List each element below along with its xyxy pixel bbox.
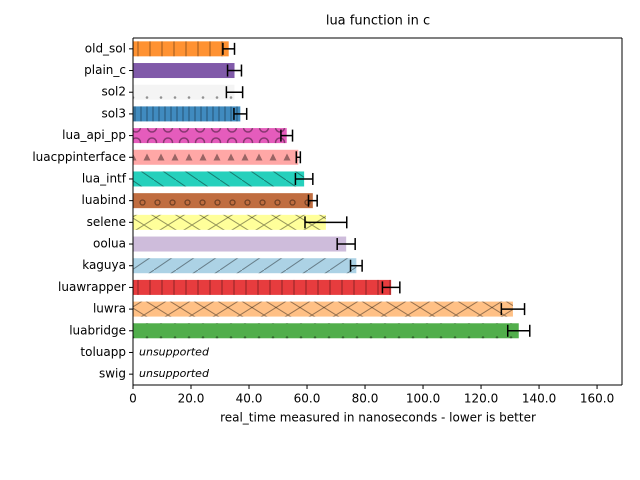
y-tick-label: selene bbox=[87, 215, 126, 229]
bar-hatch bbox=[133, 279, 392, 295]
y-tick-label: plain_c bbox=[84, 63, 126, 77]
y-tick-label: lua_intf bbox=[82, 171, 127, 185]
y-tick-label: luwra bbox=[93, 302, 126, 316]
annotation: unsupported bbox=[139, 367, 210, 380]
x-tick-label: 160.0 bbox=[580, 392, 614, 406]
y-tick-label: oolua bbox=[93, 237, 126, 251]
bar-hatch bbox=[133, 193, 313, 209]
x-tick-label: 80.0 bbox=[352, 392, 379, 406]
y-tick-label: old_sol bbox=[85, 41, 126, 55]
x-axis-label: real_time measured in nanoseconds - lowe… bbox=[220, 411, 536, 425]
chart-title: lua function in c bbox=[326, 14, 430, 29]
x-tick-label: 0 bbox=[129, 392, 137, 406]
x-tick-label: 60.0 bbox=[294, 392, 321, 406]
bar-hatch bbox=[133, 128, 287, 144]
x-tick-label: 120.0 bbox=[464, 392, 498, 406]
bar-hatch bbox=[133, 171, 305, 187]
x-tick-label: 140.0 bbox=[522, 392, 556, 406]
bar-hatch bbox=[133, 149, 299, 165]
x-tick-label: 100.0 bbox=[406, 392, 440, 406]
bar bbox=[133, 63, 235, 79]
y-tick-label: sol3 bbox=[101, 106, 126, 120]
y-tick-label: luabridge bbox=[69, 323, 126, 337]
x-tick-label: 20.0 bbox=[178, 392, 205, 406]
bar-hatch bbox=[133, 258, 357, 274]
annotation: unsupported bbox=[139, 345, 210, 358]
bar-hatch bbox=[133, 323, 519, 339]
bar bbox=[133, 236, 347, 252]
y-tick-label: kaguya bbox=[82, 258, 126, 272]
x-tick-label: 40.0 bbox=[236, 392, 263, 406]
bar-hatch bbox=[133, 84, 235, 100]
y-tick-label: swig bbox=[99, 367, 126, 381]
y-tick-label: toluapp bbox=[80, 345, 126, 359]
bar-hatch bbox=[133, 106, 241, 122]
bar-hatch bbox=[133, 41, 229, 57]
y-tick-label: lua_api_pp bbox=[62, 128, 126, 142]
bar-hatch bbox=[133, 301, 513, 317]
y-tick-label: luacppinterface bbox=[32, 150, 126, 164]
bar-hatch bbox=[133, 214, 326, 230]
y-tick-label: sol2 bbox=[101, 85, 126, 99]
y-tick-label: luawrapper bbox=[58, 280, 126, 294]
y-tick-label: luabind bbox=[82, 193, 126, 207]
